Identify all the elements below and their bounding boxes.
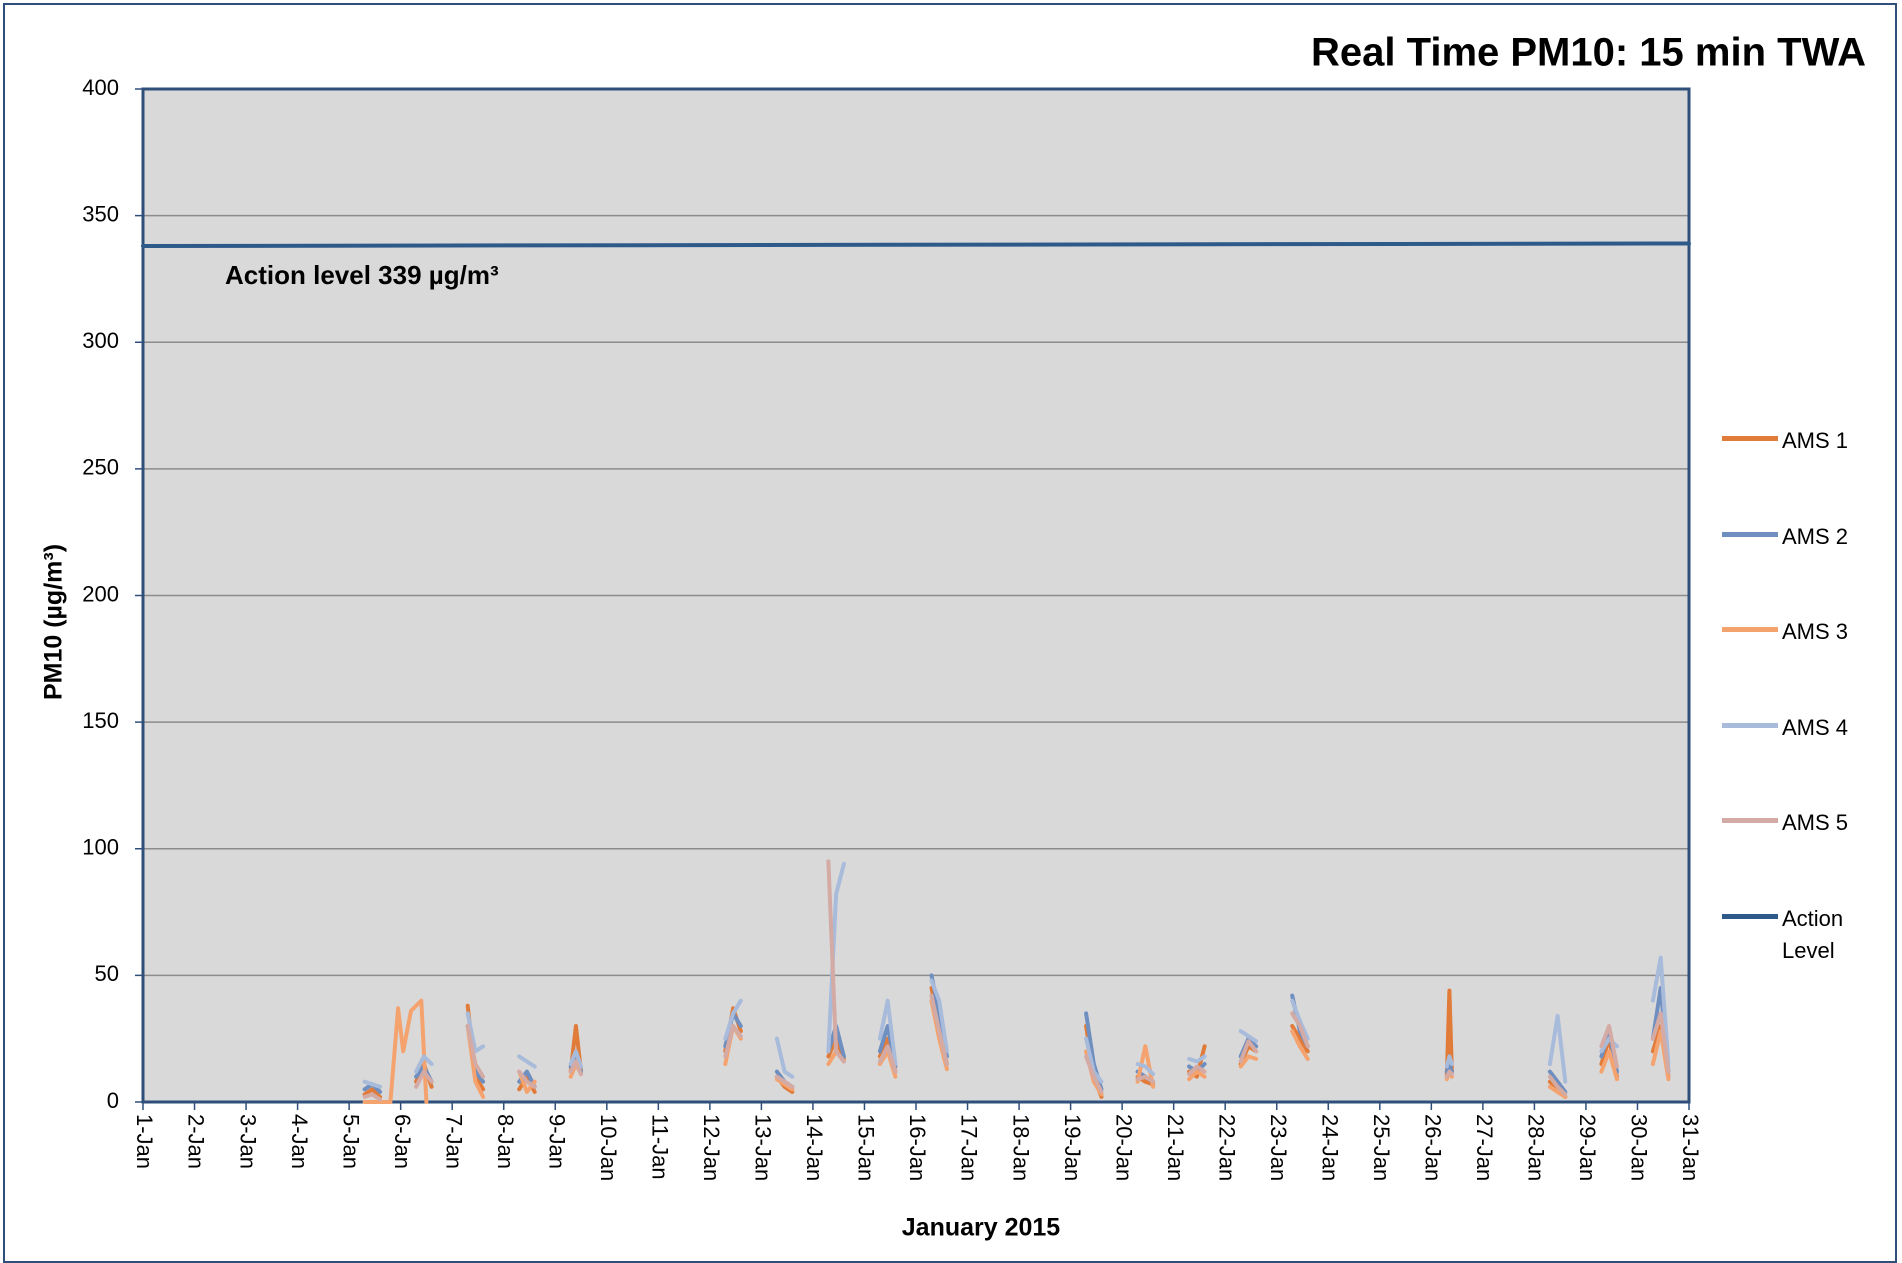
legend-swatch [1722,913,1778,919]
y-axis-label: PM10 (µg/m³) [40,544,68,700]
x-tick-label: 29-Jan [1575,1114,1600,1181]
x-tick-label: 7-Jan [441,1114,466,1169]
y-tick-label: 250 [82,455,119,480]
y-tick-label: 300 [82,328,119,353]
x-tick-label: 11-Jan [648,1114,673,1180]
x-tick-label: 3-Jan [235,1114,260,1169]
x-tick-label: 30-Jan [1627,1114,1652,1181]
legend-label: AMS 5 [1782,810,1849,835]
legend-item: AMS 1 [1722,425,1882,457]
series-line [362,859,1671,1102]
x-tick-label: 20-Jan [1111,1114,1136,1181]
legend-item: AMS 2 [1722,521,1882,553]
y-tick-label: 350 [82,201,119,226]
y-tick-label: 100 [82,835,119,860]
legend-label: AMS 2 [1782,523,1849,549]
y-tick-label: 400 [82,75,119,100]
y-tick-label: 0 [107,1088,119,1113]
x-tick-label: 5-Jan [338,1114,363,1169]
x-tick-label: 25-Jan [1369,1114,1394,1181]
x-tick-label: 21-Jan [1163,1114,1188,1181]
x-tick-label: 27-Jan [1472,1114,1497,1181]
x-tick-label: 6-Jan [390,1114,415,1169]
x-tick-label: 13-Jan [751,1114,776,1181]
x-tick-label: 8-Jan [493,1114,518,1169]
x-tick-label: 22-Jan [1214,1114,1239,1181]
legend-swatch [1722,722,1778,728]
x-tick-label: 18-Jan [1008,1114,1033,1181]
x-tick-label: 9-Jan [544,1114,569,1169]
legend-swatch [1722,818,1778,823]
legend-item: AMS 3 [1722,616,1882,648]
legend-item: AMS 4 [1722,712,1882,744]
legend-label: AMS 1 [1782,428,1849,453]
x-tick-label: 23-Jan [1266,1114,1291,1181]
plot-border [141,87,1691,1104]
x-tick-label: 16-Jan [905,1114,930,1181]
x-tick-label: 1-Jan [132,1114,157,1169]
annotation: Action level 339 µg/m³ [225,260,499,290]
x-axis-label: January 2015 [902,1214,1061,1242]
legend-swatch [1722,436,1778,441]
x-tick-label: 28-Jan [1524,1114,1549,1181]
legend-swatch [1722,531,1778,537]
legend-item: Action Level [1722,903,1882,967]
x-tick-label: 12-Jan [699,1114,724,1181]
x-tick-label: 14-Jan [802,1114,827,1181]
series-line [141,241,1691,248]
x-tick-label: 19-Jan [1060,1114,1085,1181]
legend-swatch [1722,627,1778,632]
y-tick-label: 150 [82,708,119,733]
x-tick-label: 26-Jan [1421,1114,1446,1181]
y-tick-label: 200 [82,581,119,606]
legend-item: AMS 5 [1722,807,1882,839]
x-tick-label: 2-Jan [184,1114,209,1169]
x-tick-label: 4-Jan [287,1114,312,1169]
legend-label: AMS 4 [1782,714,1849,740]
legend-label: Action Level [1782,905,1844,963]
x-tick-label: 24-Jan [1317,1114,1342,1181]
chart-title: Real Time PM10: 15 min TWA [1311,31,1866,75]
x-tick-label: 10-Jan [596,1114,621,1181]
x-tick-label: 17-Jan [957,1114,982,1181]
legend-label: AMS 3 [1782,619,1849,644]
y-tick-label: 50 [95,961,119,986]
x-tick-label: 15-Jan [854,1114,879,1181]
x-tick-label: 31-Jan [1678,1114,1703,1181]
